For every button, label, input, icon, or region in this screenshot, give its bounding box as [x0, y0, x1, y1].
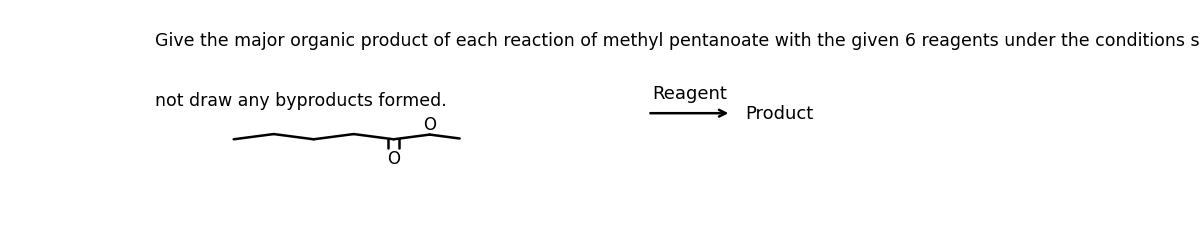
Text: Product: Product	[745, 105, 814, 123]
Text: not draw any byproducts formed.: not draw any byproducts formed.	[155, 92, 446, 110]
Text: O: O	[388, 150, 400, 168]
Text: Reagent: Reagent	[652, 84, 727, 102]
Text: O: O	[424, 115, 436, 133]
Text: Give the major organic product of each reaction of methyl pentanoate with the gi: Give the major organic product of each r…	[155, 32, 1200, 50]
